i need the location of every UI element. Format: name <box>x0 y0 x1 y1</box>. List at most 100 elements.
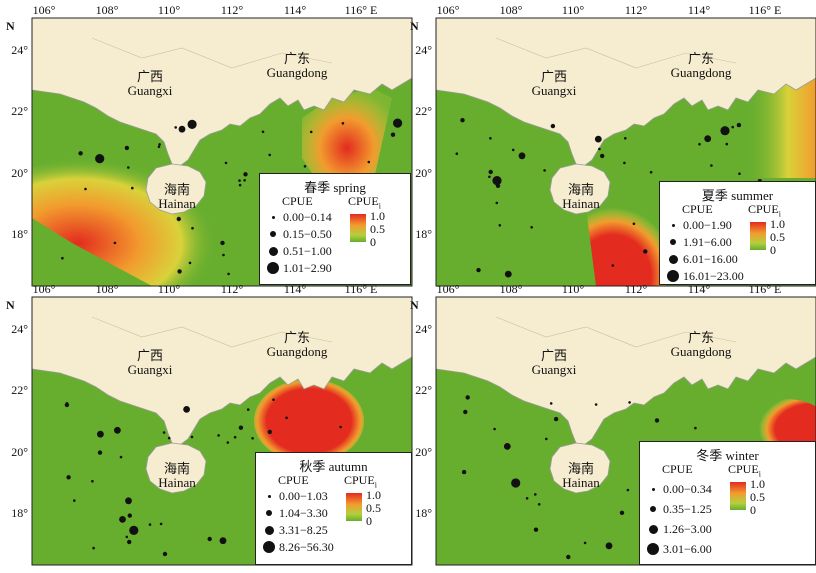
province-border <box>91 316 333 348</box>
lon-label: 116° E <box>344 3 378 17</box>
station-dot <box>222 253 225 257</box>
station-dot <box>246 408 250 411</box>
station-dot <box>710 164 713 167</box>
station-dot <box>503 443 511 450</box>
station-dot <box>95 154 105 164</box>
station-dot <box>190 435 194 439</box>
legend-class: 0.00−1.03 <box>262 487 328 505</box>
map-legend: 夏季 summer CPUE CPUEi 0.00−1.90 1.91−6.00… <box>659 181 816 285</box>
lon-label: 110° <box>561 3 585 17</box>
lon-label: 116° E <box>748 3 782 17</box>
station-dot <box>217 434 220 437</box>
station-dot <box>492 176 502 186</box>
dot-size-1 <box>651 487 655 491</box>
station-dot <box>736 122 742 128</box>
place-hainan: 海南 Hainan <box>158 461 196 491</box>
station-dot <box>183 406 191 413</box>
lon-label: 114° <box>687 282 711 296</box>
lon-label: 108° <box>499 282 523 296</box>
lat-label: 18° <box>415 227 432 241</box>
legend-class: 3.01−6.00 <box>646 540 712 558</box>
station-dot <box>549 402 553 405</box>
station-dot <box>78 151 83 156</box>
station-dot <box>113 241 117 245</box>
station-dot <box>92 546 95 550</box>
hainan-island <box>145 163 207 215</box>
dot-size-4 <box>263 541 275 553</box>
legend-class: 0.51−1.00 <box>266 242 332 260</box>
station-dot <box>704 135 712 143</box>
station-dot <box>611 264 615 267</box>
place-guangdong: 广东 Guangdong <box>670 51 732 81</box>
station-dot <box>226 441 230 444</box>
dot-size-3 <box>648 524 658 534</box>
station-dot <box>97 430 104 438</box>
station-dot <box>624 137 627 140</box>
lon-label: 106° <box>436 282 460 296</box>
station-dot <box>178 125 186 133</box>
lat-label: 20° <box>415 445 432 459</box>
mainland <box>31 296 413 446</box>
station-dot <box>119 455 123 459</box>
lat-label: 24° <box>415 322 432 336</box>
legend-cpuei-header: CPUEi <box>728 462 761 479</box>
station-dot <box>476 267 481 273</box>
lat-label: 20° <box>415 166 432 180</box>
station-dot <box>148 523 152 526</box>
map-panel-spring: N 106° 108° 110° 112° 114° 116° E 24° 22… <box>6 4 413 287</box>
station-dot <box>619 510 625 515</box>
ramp-mid: 0.5 <box>366 501 381 515</box>
place-hainan: 海南 Hainan <box>562 461 600 491</box>
ramp-max: 1.0 <box>750 477 765 491</box>
dot-size-1 <box>267 494 271 498</box>
legend-cpue-header: CPUE <box>682 202 713 216</box>
station-dot <box>309 130 313 134</box>
legend-color-ramp <box>730 482 746 510</box>
station-dot <box>600 153 605 159</box>
station-dot <box>61 256 64 260</box>
ramp-min: 0 <box>770 243 776 257</box>
station-dot <box>594 135 602 143</box>
legend-class: 0.00−0.34 <box>646 480 712 498</box>
station-dot <box>162 431 166 434</box>
station-dot <box>367 160 371 164</box>
station-dot <box>632 222 636 226</box>
station-dot <box>125 497 132 505</box>
ramp-max: 1.0 <box>770 217 785 231</box>
station-dot <box>605 542 613 550</box>
lon-label: 116° E <box>344 282 378 296</box>
legend-class: 1.26−3.00 <box>646 520 712 538</box>
legend-class: 0.35−1.25 <box>646 500 712 518</box>
station-dot <box>649 170 653 174</box>
dot-size-2 <box>270 231 276 237</box>
map-panel-winter: N 106° 108° 110° 112° 114° 116° E 24° 22… <box>410 283 816 566</box>
hotspot-east <box>746 78 816 178</box>
place-hainan: 海南 Hainan <box>562 182 600 212</box>
legend-title: 春季 spring <box>304 180 366 195</box>
lon-label: 110° <box>157 282 181 296</box>
hotspot-south <box>586 188 676 286</box>
station-dot <box>66 475 71 480</box>
station-dot <box>530 226 533 229</box>
station-dot <box>493 427 496 431</box>
legend-color-ramp <box>350 214 366 242</box>
legend-class: 16.01−23.00 <box>666 267 744 285</box>
lon-label: 112° <box>624 3 648 17</box>
map-canvas <box>435 17 816 287</box>
station-dot <box>465 395 470 400</box>
lon-label: 110° <box>561 282 585 296</box>
lon-label: 106° <box>32 3 56 17</box>
station-dot <box>543 169 546 172</box>
lat-label: 22° <box>11 383 28 397</box>
place-guangdong: 广东 Guangdong <box>670 330 732 360</box>
north-label: N <box>410 19 419 33</box>
station-dot <box>533 527 539 532</box>
station-dot <box>220 240 225 246</box>
hainan-island <box>549 163 611 215</box>
station-dot <box>525 497 529 500</box>
lat-label: 24° <box>11 322 28 336</box>
lat-label: 18° <box>11 227 28 241</box>
map-legend: 冬季 winter CPUE CPUEi 0.00−0.34 0.35−1.25… <box>639 441 816 565</box>
dot-size-4 <box>267 262 279 274</box>
place-guangxi: 广西 Guangxi <box>531 348 577 378</box>
